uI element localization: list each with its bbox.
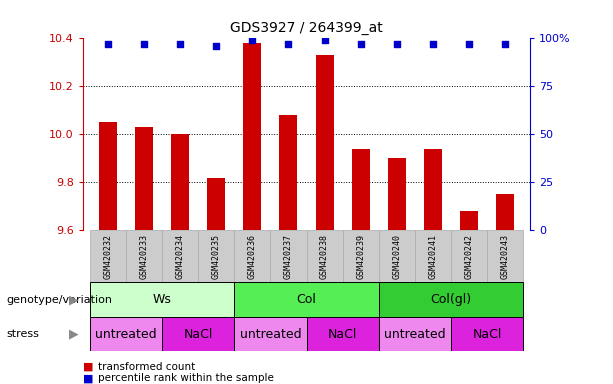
Bar [379, 317, 451, 351]
Point [428, 41, 438, 47]
Point [248, 37, 257, 43]
Bar [496, 194, 514, 230]
Text: GSM420236: GSM420236 [248, 234, 257, 279]
Text: untreated: untreated [240, 328, 301, 341]
Text: ▶: ▶ [69, 328, 78, 341]
Text: untreated: untreated [384, 328, 446, 341]
Text: GSM420237: GSM420237 [284, 234, 293, 279]
Bar [243, 43, 261, 230]
Point [464, 41, 474, 47]
Text: ▶: ▶ [69, 293, 78, 306]
Bar [90, 317, 162, 351]
Bar [135, 127, 153, 230]
Text: Col: Col [297, 293, 316, 306]
Text: ■: ■ [83, 373, 93, 383]
Text: GSM420238: GSM420238 [320, 234, 329, 279]
Bar [306, 317, 379, 351]
Text: GSM420242: GSM420242 [465, 234, 473, 279]
Text: stress: stress [6, 329, 39, 339]
Point [319, 37, 329, 43]
Bar [387, 159, 406, 230]
Bar [306, 230, 343, 282]
Text: untreated: untreated [95, 328, 157, 341]
Text: NaCl: NaCl [472, 328, 501, 341]
Text: GSM420240: GSM420240 [392, 234, 402, 279]
Point [500, 41, 510, 47]
Text: GSM420241: GSM420241 [428, 234, 437, 279]
Point [284, 41, 294, 47]
Text: ■: ■ [83, 362, 93, 372]
Point [139, 41, 149, 47]
Text: Ws: Ws [153, 293, 172, 306]
Text: GSM420235: GSM420235 [211, 234, 221, 279]
Bar [460, 211, 478, 230]
Text: GSM420239: GSM420239 [356, 234, 365, 279]
Bar [451, 230, 487, 282]
Bar [379, 230, 415, 282]
Bar [126, 230, 162, 282]
Text: GSM420233: GSM420233 [140, 234, 148, 279]
Text: transformed count: transformed count [98, 362, 196, 372]
Bar [424, 149, 442, 230]
Bar [451, 317, 523, 351]
Bar [343, 230, 379, 282]
Bar [162, 230, 198, 282]
Bar [90, 230, 126, 282]
Point [211, 43, 221, 49]
Bar [99, 122, 117, 230]
Bar [270, 230, 306, 282]
Bar [234, 317, 306, 351]
Bar [171, 134, 189, 230]
Text: GSM420232: GSM420232 [104, 234, 113, 279]
Bar [415, 230, 451, 282]
Point [392, 41, 402, 47]
Bar [234, 282, 379, 317]
Bar [316, 55, 333, 230]
Bar [280, 115, 297, 230]
Bar [207, 178, 226, 230]
Point [175, 41, 185, 47]
Text: GSM420243: GSM420243 [500, 234, 509, 279]
Text: Col(gl): Col(gl) [430, 293, 471, 306]
Text: genotype/variation: genotype/variation [6, 295, 112, 305]
Bar [198, 230, 234, 282]
Bar [162, 317, 234, 351]
Bar [487, 230, 523, 282]
Text: NaCl: NaCl [328, 328, 357, 341]
Bar [234, 230, 270, 282]
Point [356, 41, 365, 47]
Title: GDS3927 / 264399_at: GDS3927 / 264399_at [230, 21, 383, 35]
Text: GSM420234: GSM420234 [176, 234, 185, 279]
Text: NaCl: NaCl [183, 328, 213, 341]
Point [103, 41, 113, 47]
Text: percentile rank within the sample: percentile rank within the sample [98, 373, 274, 383]
Bar [352, 149, 370, 230]
Bar [90, 282, 234, 317]
Bar [379, 282, 523, 317]
